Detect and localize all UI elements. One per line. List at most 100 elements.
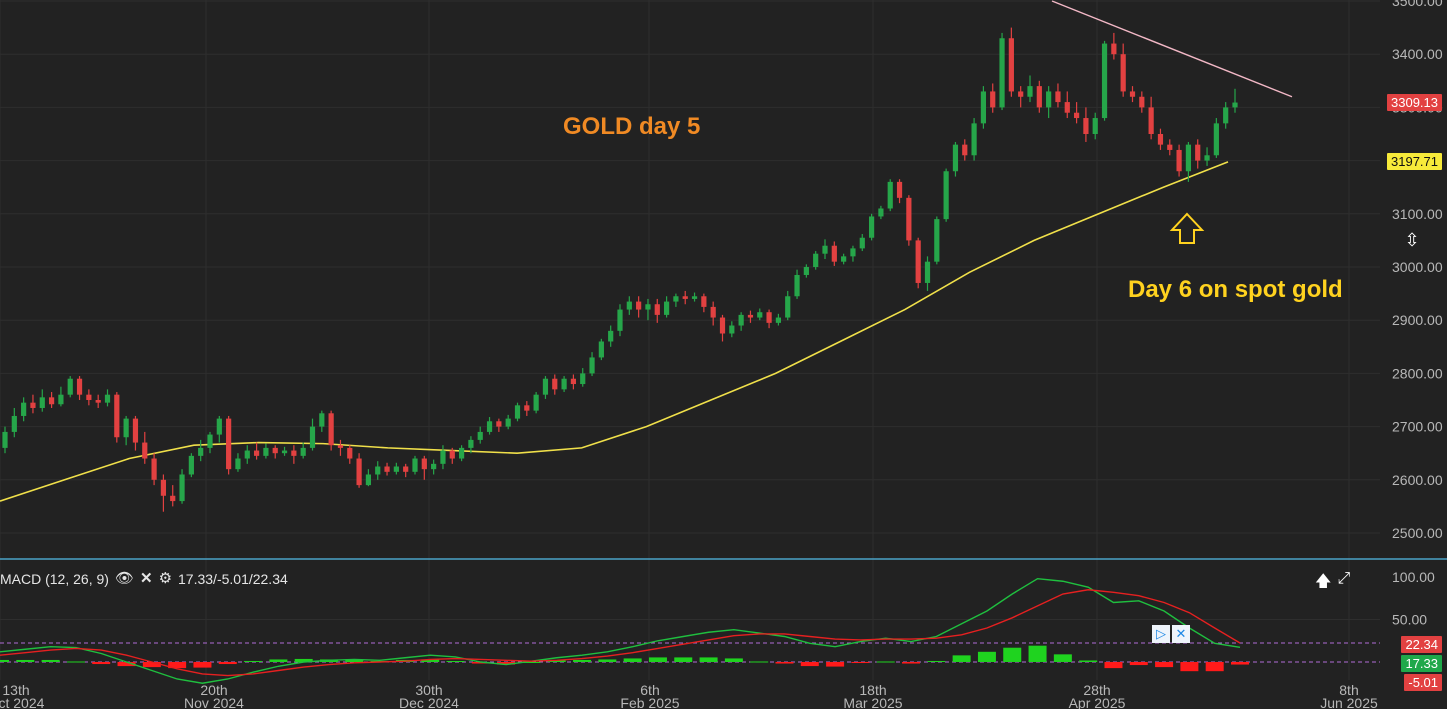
price-axis-label: 2600.00 [1392,472,1443,488]
candle [673,293,679,307]
candle [1073,102,1080,124]
candle [11,407,17,438]
candle [663,296,670,318]
candle [328,410,334,451]
ma-price-tag: 3197.71 [1387,153,1442,170]
macd-hist-bar [800,662,819,667]
candle [896,179,903,204]
candle [1083,107,1089,142]
candle [1167,139,1173,156]
candle [980,86,987,129]
close-icon[interactable]: ✕ [139,570,153,587]
candle [626,296,632,315]
candle [375,461,381,480]
candle [76,376,83,400]
candle [1148,96,1154,140]
chart-title-annotation: GOLD day 5 [563,113,700,140]
candle [915,237,921,289]
macd-hist-bar [1180,662,1199,672]
macd-hist-bar [168,662,187,669]
candle [114,392,120,443]
date-axis-month: Dec 2024 [399,695,459,709]
candle [1195,139,1201,169]
candle [878,205,884,220]
candle [952,141,959,177]
candle [337,439,344,456]
macd-hist-bar [142,662,161,668]
macd-hist-bar [471,662,490,664]
candle [841,253,847,265]
candle [48,392,55,408]
candle [104,389,111,407]
candle [971,118,977,161]
macd-value-tag: 17.33 [1401,655,1442,672]
candle [514,402,521,422]
macd-hist-bar [1104,662,1123,669]
macd-legend-label: MACD (12, 26, 9) [0,571,109,587]
macd-hist-bar [826,662,845,667]
macd-hist-bar [775,662,794,664]
candle [142,431,148,464]
date-axis-month: Feb 2025 [620,695,679,709]
candle [785,290,791,321]
date-axis-month: Nov 2024 [184,695,244,709]
macd-hist-bar [1079,660,1098,662]
arrow-up-icon[interactable]: 🡅 [1315,573,1332,590]
macd-hist-bar [1231,662,1249,665]
macd-hist-bar [952,655,971,662]
ad-close-icon[interactable]: ✕ [1172,625,1190,643]
candle [570,374,577,390]
fit-scale-icon[interactable]: ⇳ [1404,229,1420,250]
macd-hist-bar [294,658,313,662]
macd-hist-bar [724,658,743,662]
candle [468,436,474,454]
candle [449,447,455,464]
macd-hist-bar [421,659,440,662]
candle [132,415,139,451]
price-axis-label: 3400.00 [1392,46,1443,62]
macd-legend: MACD (12, 26, 9) 👁 ✕ ⚙ 17.33/-5.01/22.34 [0,570,288,588]
gear-icon[interactable]: ⚙ [158,570,173,587]
ad-choices-icon[interactable]: ▷ [1152,625,1170,643]
candle [617,304,623,337]
macd-hist-bar [117,662,136,667]
expand-icon[interactable]: ⤢ [1337,570,1351,587]
macd-values: 17.33/-5.01/22.34 [178,571,288,587]
candle [1036,80,1042,113]
candle [505,414,511,430]
candle [1185,141,1192,182]
macd-hist-bar [699,657,718,662]
candle [365,469,372,487]
macd-hist-bar [193,662,212,668]
candle [403,463,409,478]
candle [356,453,362,488]
candle [729,321,735,338]
macd-hist-tag: -5.01 [1404,674,1442,691]
candle [1008,27,1014,97]
macd-hist-bar [598,659,617,662]
candle [244,445,250,464]
candle [281,446,288,456]
candle [431,459,437,475]
candle [151,453,157,486]
macd-hist-bar [66,661,85,663]
candle [179,469,185,504]
macd-line [0,577,1241,684]
date-axis-day: 18th [859,682,886,698]
candle [645,298,651,321]
macd-hist-bar [648,657,667,662]
candle [30,394,36,414]
price-axis-label: 2800.00 [1392,365,1443,381]
macd-hist-bar [1053,654,1072,662]
eye-icon[interactable]: 👁 [114,570,134,587]
candle [1092,112,1098,140]
date-axis-month: Mar 2025 [843,695,902,709]
candle [757,308,763,321]
candle [67,376,73,398]
macd-hist-bar [218,662,237,665]
candle [440,445,446,470]
candle [962,139,968,161]
candle [859,234,865,252]
price-axis-label: 3000.00 [1392,259,1443,275]
